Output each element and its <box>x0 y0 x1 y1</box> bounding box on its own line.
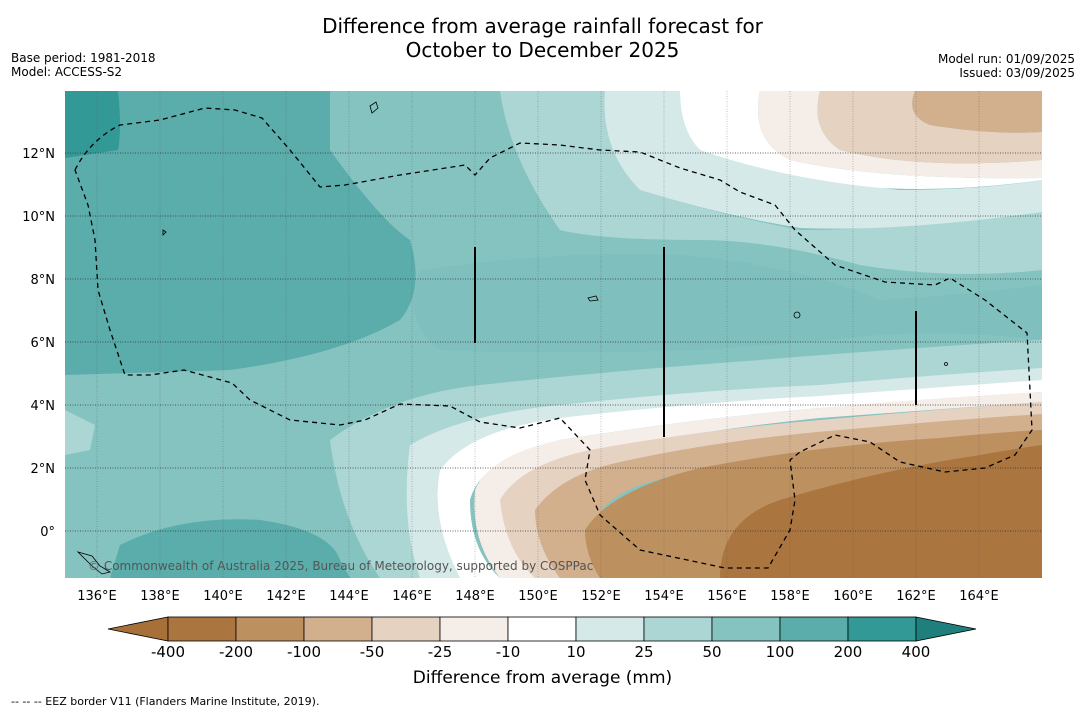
band-25-50-south <box>330 340 1042 578</box>
colorbar-segment <box>711 616 781 642</box>
lat-label: 0° <box>40 525 55 540</box>
colorbar-tick-label: 50 <box>702 643 722 661</box>
latitude-labels: 12°N 10°N 8°N 6°N 4°N 2°N 0° <box>22 147 55 540</box>
lon-label: 160°E <box>833 589 873 604</box>
band-neutral-north <box>680 91 1042 189</box>
colorbar-segment <box>847 616 917 642</box>
lon-label: 162°E <box>896 589 936 604</box>
island-bars <box>474 247 917 437</box>
colorbar-segment <box>303 616 373 642</box>
lon-label: 150°E <box>518 589 558 604</box>
colorbar-tick-label: -10 <box>495 643 521 661</box>
colorbar-arrow-right <box>915 616 977 642</box>
band-minus25-north <box>817 91 1042 164</box>
colorbar-tick-label: -100 <box>286 643 322 661</box>
colorbar-segment <box>371 616 441 642</box>
model-run: Model run: 01/09/2025 <box>937 52 1075 66</box>
lat-label: 4°N <box>31 399 56 414</box>
issued-date: Issued: 03/09/2025 <box>959 66 1075 80</box>
meta-left: Base period: 1981-2018 Model: ACCESS-S2 <box>11 51 156 79</box>
colorbar-tick-label: 10 <box>566 643 586 661</box>
lon-label: 154°E <box>644 589 684 604</box>
colorbar-segment <box>167 616 237 642</box>
colorbar-segment <box>575 616 645 642</box>
colorbar-labels: -400 -200 -100 -50 -25 -10 10 25 50 100 200 400 <box>0 643 1085 663</box>
base-period: Base period: 1981-2018 <box>11 51 156 65</box>
eez-footnote: -- -- -- EEZ border V11 (Flanders Marine… <box>11 695 320 708</box>
eez-border <box>74 107 1033 569</box>
colorbar-tick-label: 100 <box>765 643 795 661</box>
model-name: Model: ACCESS-S2 <box>11 65 123 79</box>
colorbar-segment <box>507 616 577 642</box>
parallel-grid <box>65 152 1042 532</box>
band-minus10-south <box>474 392 1042 578</box>
band-minus200 <box>720 445 1042 578</box>
longitude-labels: 136°E 138°E 140°E 142°E 144°E 146°E 148°… <box>77 589 999 604</box>
colorbar-segment <box>235 616 305 642</box>
colorbar-tick-label: -50 <box>359 643 385 661</box>
lon-label: 140°E <box>203 589 243 604</box>
lon-label: 136°E <box>77 589 117 604</box>
band-minus50-south <box>535 414 1042 578</box>
map-title: Difference from average rainfall forecas… <box>0 14 1085 62</box>
band-200-400 <box>65 91 120 158</box>
lat-label: 2°N <box>31 462 56 477</box>
colorbar-tick-label: 400 <box>901 643 931 661</box>
colorbar-title: Difference from average (mm) <box>412 668 673 688</box>
band-10-25-north <box>604 91 1042 229</box>
map-field: © Commonwealth of Australia 2025, Bureau… <box>65 91 1042 578</box>
lon-label: 144°E <box>329 589 369 604</box>
colorbar-tick-label: -400 <box>150 643 186 661</box>
colorbar-tick-label: -200 <box>218 643 254 661</box>
band-25-50-coast <box>65 410 95 455</box>
lon-label: 152°E <box>581 589 621 604</box>
lon-label: 164°E <box>959 589 999 604</box>
colorbar-segment <box>439 616 509 642</box>
lon-label: 142°E <box>266 589 306 604</box>
title-line-2: October to December 2025 <box>405 38 680 62</box>
band-minus50-north <box>912 91 1042 133</box>
colorbar-tick-label: -25 <box>427 643 453 661</box>
band-25-50-north <box>500 91 1042 274</box>
lon-label: 146°E <box>392 589 432 604</box>
title-line-1: Difference from average rainfall forecas… <box>322 14 763 38</box>
band-100-200-west <box>65 91 416 375</box>
meta-right: Model run: 01/09/2025 Issued: 03/09/2025 <box>938 52 1075 80</box>
band-minus10-north <box>758 91 1042 179</box>
lat-label: 6°N <box>31 336 56 351</box>
lat-label: 12°N <box>22 147 55 162</box>
lon-label: 156°E <box>707 589 747 604</box>
colorbar-tick-label: 200 <box>833 643 863 661</box>
band-100-200-south <box>110 519 350 578</box>
colorbar-segment <box>643 616 713 642</box>
colorbar-tick-label: 25 <box>634 643 654 661</box>
colorbar <box>107 616 977 642</box>
colorbar-arrow-left <box>107 616 169 642</box>
band-minus25-south <box>500 402 1042 578</box>
band-neutral-south <box>437 380 1042 578</box>
copyright-text: © Commonwealth of Australia 2025, Bureau… <box>88 559 593 573</box>
island-outlines <box>76 101 948 575</box>
lon-label: 158°E <box>770 589 810 604</box>
colorbar-segment <box>779 616 849 642</box>
lat-label: 8°N <box>31 273 56 288</box>
lon-label: 138°E <box>140 589 180 604</box>
lon-label: 148°E <box>455 589 495 604</box>
lat-label: 10°N <box>22 210 55 225</box>
